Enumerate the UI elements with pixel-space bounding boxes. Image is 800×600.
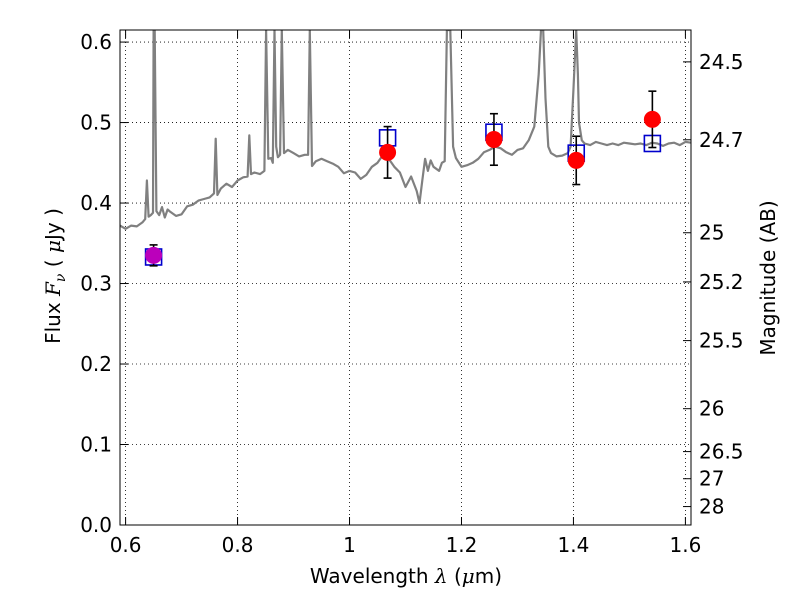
mag-tick-label: 25.2 [699, 270, 744, 294]
mag-tick-label: 25.5 [699, 329, 744, 353]
plot-frame [119, 29, 692, 526]
y-axis-label: Flux Fν ( μJy ) [41, 208, 69, 344]
mag-tick-label: 25 [699, 221, 724, 245]
x-tick-label: 1 [343, 533, 356, 557]
y-tick-label: 0.2 [80, 352, 112, 376]
axis-ticks: 0.6 0.8 1 1.2 1.4 1.6 0.0 0.1 0.2 0.3 0.4 0.5 0.6 24.… [80, 30, 744, 557]
x-tick-label: 1.6 [669, 533, 701, 557]
observed-photometry-point [145, 246, 163, 264]
mag-tick-label: 24.5 [699, 50, 744, 74]
y-tick-label: 0.6 [80, 30, 112, 54]
spectrum-layer [120, 30, 691, 230]
x-tick-label: 0.6 [110, 533, 142, 557]
y-tick-label: 0.0 [80, 513, 112, 537]
x-tick-label: 0.8 [222, 533, 254, 557]
observed-photometry-point [485, 130, 503, 148]
mag-tick-label: 27 [699, 467, 724, 491]
y-tick-label: 0.1 [80, 433, 112, 457]
grid-lines [120, 30, 691, 525]
mag-tick-label: 24.7 [699, 128, 744, 152]
mag-tick-label: 26 [699, 397, 724, 421]
y-tick-label: 0.5 [80, 111, 112, 135]
x-axis-label: Wavelength λ (μm) [310, 564, 502, 588]
mag-tick-label: 28 [699, 495, 724, 519]
observed-photometry-point [567, 151, 585, 169]
x-tick-label: 1.4 [558, 533, 590, 557]
y-axis-right-label: Magnitude (AB) [756, 200, 780, 355]
mag-tick-label: 26.5 [699, 440, 744, 464]
y-tick-label: 0.4 [80, 191, 112, 215]
observed-photometry-point [643, 110, 661, 128]
spectrum-line [120, 30, 691, 230]
observed-photometry-point [379, 143, 397, 161]
y-tick-label: 0.3 [80, 272, 112, 296]
photometry-layer [144, 90, 662, 267]
x-tick-label: 1.2 [446, 533, 478, 557]
